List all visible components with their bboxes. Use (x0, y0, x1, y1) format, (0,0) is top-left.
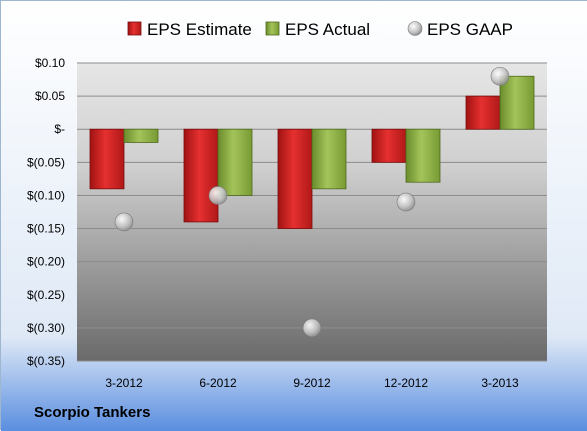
x-tick-label: 3-2012 (105, 376, 143, 390)
eps-gaap-point (302, 318, 322, 338)
eps-estimate-bar (371, 128, 407, 163)
y-tick-label: $(0.20) (27, 255, 65, 269)
x-tick-label: 9-2012 (293, 376, 331, 390)
eps-gaap-point (396, 192, 416, 212)
eps-estimate-bar (183, 128, 219, 223)
eps-estimate-bar (277, 128, 313, 229)
y-tick-label: $(0.10) (27, 188, 65, 202)
y-tick-label: $(0.35) (27, 354, 65, 368)
eps-estimate-legend-marker (127, 21, 142, 36)
eps-estimate-bar (465, 95, 501, 130)
eps-gaap-point (114, 212, 134, 232)
eps-actual-bar (217, 128, 253, 196)
eps-actual-bar (499, 75, 535, 130)
legend-label: EPS Estimate (147, 20, 252, 39)
x-tick-label: 3-2013 (481, 376, 519, 390)
eps-gaap-point (208, 186, 228, 205)
x-tick-label: 12-2012 (384, 376, 428, 390)
eps-actual-legend-marker (265, 21, 280, 36)
y-tick-label: $0.10 (35, 56, 65, 70)
eps-gaap-legend-marker (407, 21, 423, 36)
eps-actual-bar (311, 128, 347, 190)
eps-actual-bar (405, 128, 441, 183)
y-tick-label: $(0.30) (27, 321, 65, 335)
x-tick-label: 6-2012 (199, 376, 237, 390)
eps-gaap-point (490, 66, 510, 86)
y-tick-label: $- (54, 122, 65, 136)
eps-estimate-bar (89, 128, 125, 190)
y-tick-label: $0.05 (35, 89, 65, 103)
legend-label: EPS Actual (285, 20, 370, 39)
y-tick-label: $(0.05) (27, 155, 65, 169)
eps-actual-bar (123, 128, 159, 143)
company-name: Scorpio Tankers (34, 404, 151, 421)
y-tick-label: $(0.15) (27, 222, 65, 236)
y-tick-label: $(0.25) (27, 288, 65, 302)
legend-label: EPS GAAP (427, 20, 513, 39)
